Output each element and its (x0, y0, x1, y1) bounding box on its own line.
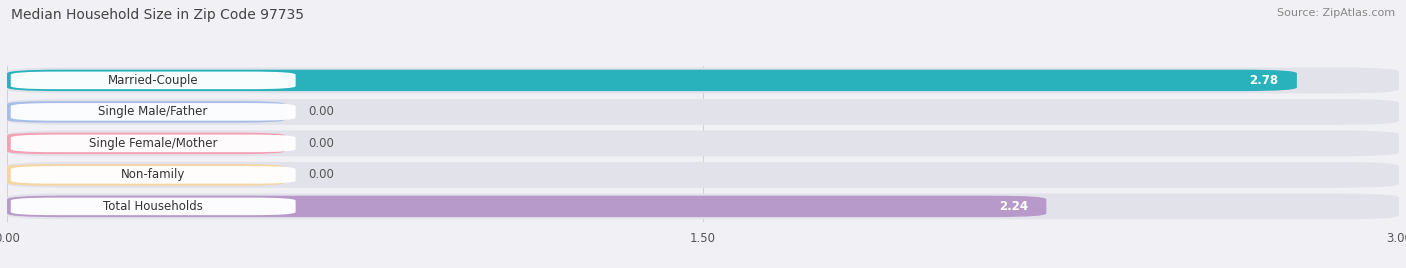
FancyBboxPatch shape (7, 99, 1399, 125)
Text: Single Female/Mother: Single Female/Mother (89, 137, 218, 150)
Text: Source: ZipAtlas.com: Source: ZipAtlas.com (1277, 8, 1395, 18)
FancyBboxPatch shape (7, 164, 285, 185)
FancyBboxPatch shape (7, 193, 1399, 219)
FancyBboxPatch shape (7, 101, 285, 122)
Text: 2.24: 2.24 (998, 200, 1028, 213)
FancyBboxPatch shape (7, 131, 1399, 156)
Text: Married-Couple: Married-Couple (108, 74, 198, 87)
Text: Total Households: Total Households (103, 200, 202, 213)
FancyBboxPatch shape (7, 162, 1399, 188)
FancyBboxPatch shape (7, 133, 285, 154)
Text: 2.78: 2.78 (1249, 74, 1278, 87)
Text: Single Male/Father: Single Male/Father (98, 105, 208, 118)
Text: Median Household Size in Zip Code 97735: Median Household Size in Zip Code 97735 (11, 8, 304, 22)
Text: 0.00: 0.00 (308, 105, 333, 118)
Text: Non-family: Non-family (121, 168, 186, 181)
FancyBboxPatch shape (11, 103, 295, 121)
FancyBboxPatch shape (7, 70, 1296, 91)
FancyBboxPatch shape (7, 196, 1046, 217)
FancyBboxPatch shape (11, 198, 295, 215)
Text: 0.00: 0.00 (308, 168, 333, 181)
FancyBboxPatch shape (11, 166, 295, 184)
FancyBboxPatch shape (11, 72, 295, 89)
Text: 0.00: 0.00 (308, 137, 333, 150)
FancyBboxPatch shape (7, 68, 1399, 93)
FancyBboxPatch shape (11, 135, 295, 152)
